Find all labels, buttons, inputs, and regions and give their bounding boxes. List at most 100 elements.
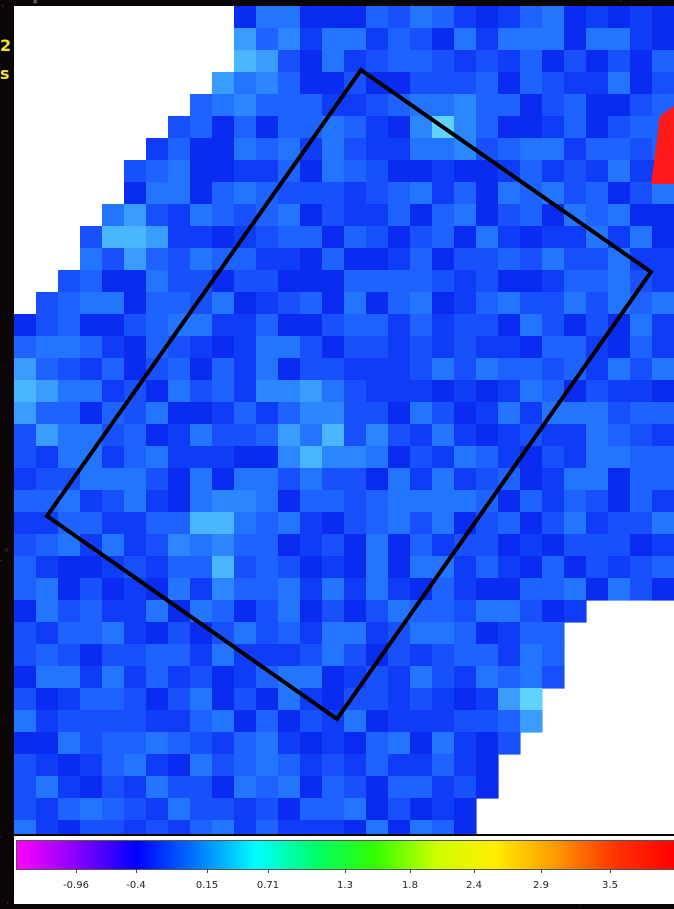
map-pixel [256,622,279,645]
map-pixel [564,336,587,359]
map-pixel [432,160,455,183]
map-pixel [476,468,499,491]
map-pixel [124,314,147,337]
map-pixel [36,776,59,799]
map-pixel [322,512,345,535]
map-pixel [410,270,433,293]
map-pixel [190,644,213,667]
map-pixel [278,270,301,293]
map-pixel [652,534,674,557]
map-pixel [124,270,147,293]
map-pixel [168,754,191,777]
map-pixel [14,644,37,667]
map-pixel [454,776,477,799]
map-pixel [652,358,674,381]
map-pixel [322,732,345,755]
map-pixel [344,226,367,249]
map-pixel [498,600,521,623]
map-pixel [344,358,367,381]
map-pixel [630,50,653,73]
map-pixel [366,534,389,557]
map-pixel [388,798,411,821]
map-pixel [14,600,37,623]
map-pixel [608,490,631,513]
red-arrow-marker [651,106,674,184]
map-pixel [300,226,323,249]
map-pixel [498,380,521,403]
map-pixel [168,666,191,689]
map-pixel [498,556,521,579]
map-pixel [36,600,59,623]
map-pixel [322,380,345,403]
map-pixel [366,424,389,447]
map-pixel [124,424,147,447]
map-pixel [344,534,367,557]
map-pixel [278,72,301,95]
map-pixel [322,6,345,29]
map-pixel [608,182,631,205]
map-pixel [124,446,147,469]
map-pixel [432,204,455,227]
colorbar-gradient [16,840,674,870]
map-pixel [630,72,653,95]
map-pixel [542,248,565,271]
map-pixel [190,314,213,337]
map-pixel [36,314,59,337]
map-pixel [608,28,631,51]
map-pixel [586,72,609,95]
map-pixel [212,94,235,117]
map-pixel [234,50,257,73]
map-pixel [322,820,345,834]
map-pixel [630,578,653,601]
map-pixel [388,534,411,557]
map-pixel [608,138,631,161]
map-pixel [388,138,411,161]
map-pixel [630,138,653,161]
map-pixel [520,248,543,271]
map-pixel [564,72,587,95]
map-pixel [146,204,169,227]
map-pixel [146,226,169,249]
map-pixel [476,94,499,117]
map-pixel [322,138,345,161]
map-pixel [476,666,499,689]
map-pixel [630,358,653,381]
map-pixel [36,402,59,425]
map-pixel [36,556,59,579]
map-pixel [36,622,59,645]
map-pixel [322,776,345,799]
map-pixel [278,182,301,205]
map-pixel [256,336,279,359]
map-pixel [542,182,565,205]
map-pixel [234,116,257,139]
map-pixel [520,512,543,535]
map-pixel [476,556,499,579]
map-pixel [234,94,257,117]
intensity-map [14,6,674,834]
map-pixel [300,710,323,733]
map-pixel [520,446,543,469]
map-pixel [14,732,37,755]
map-pixel [564,424,587,447]
map-pixel [520,6,543,29]
map-pixel [586,424,609,447]
map-pixel [542,446,565,469]
map-pixel [256,710,279,733]
map-pixel [652,380,674,403]
map-pixel [366,6,389,29]
map-pixel [80,622,103,645]
map-pixel [102,754,125,777]
map-pixel [498,710,521,733]
map-pixel [498,28,521,51]
map-pixel [300,402,323,425]
map-pixel [652,578,674,601]
map-pixel [476,512,499,535]
map-pixel [58,600,81,623]
map-pixel [168,776,191,799]
colorbar-tickmark [541,869,542,873]
map-pixel [476,622,499,645]
map-pixel [234,446,257,469]
map-pixel [146,754,169,777]
map-pixel [608,402,631,425]
map-pixel [146,402,169,425]
